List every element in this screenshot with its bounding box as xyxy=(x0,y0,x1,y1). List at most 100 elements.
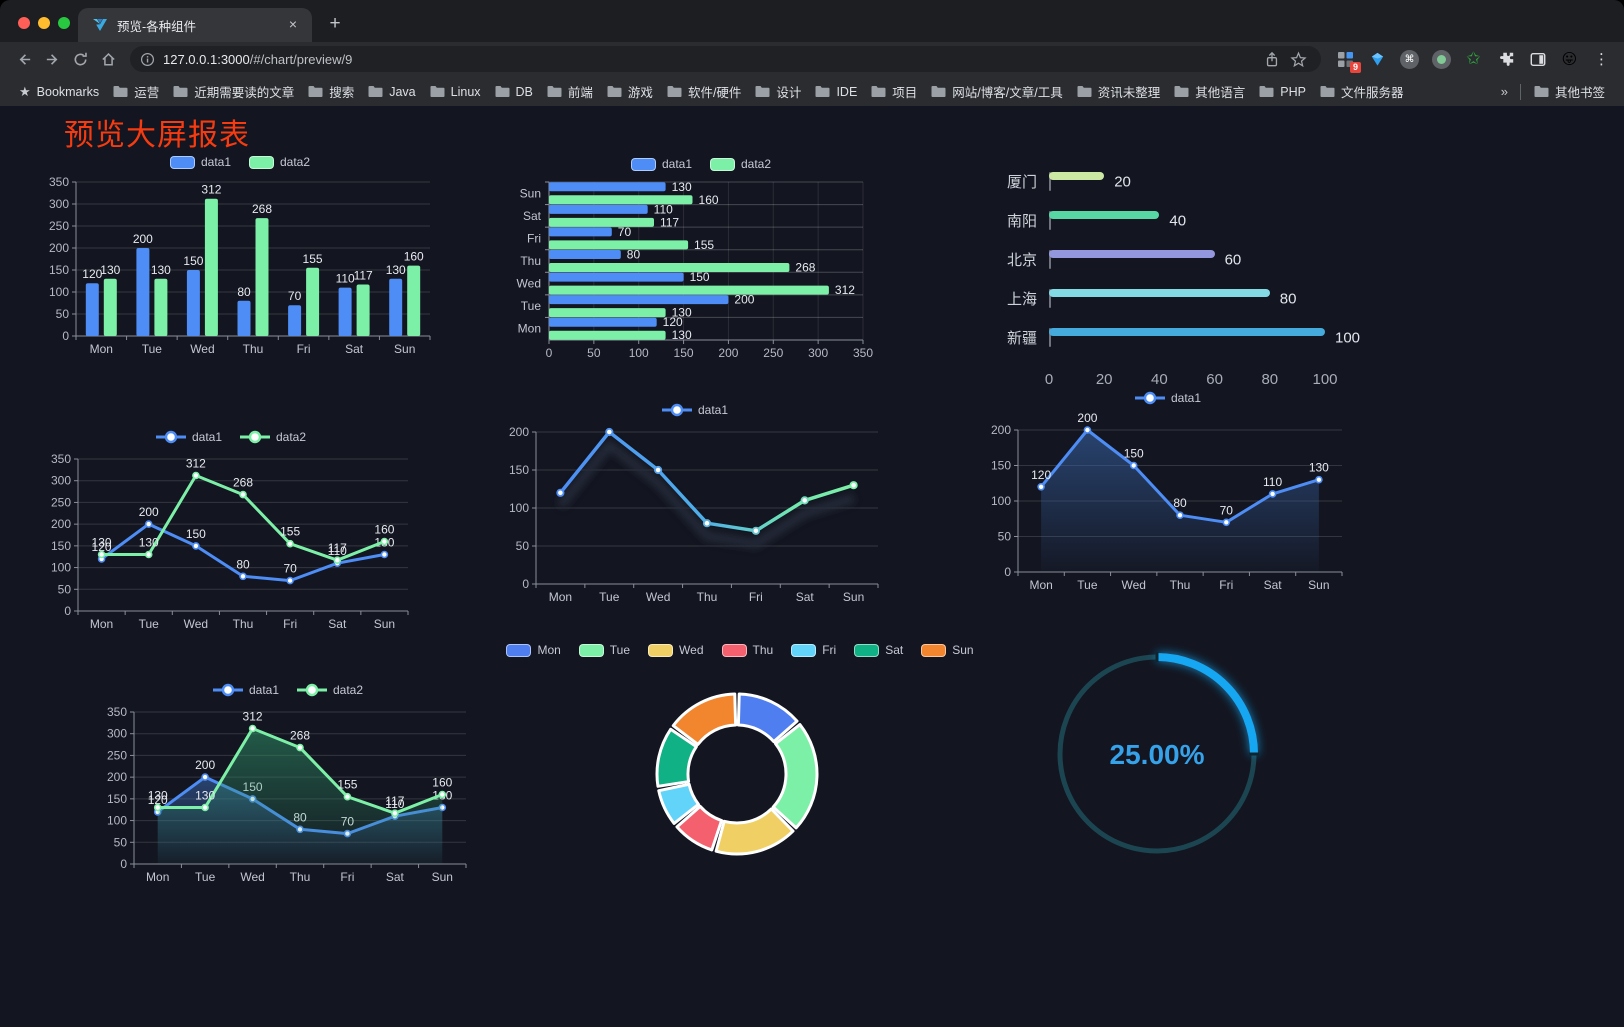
bookmark-folder-item[interactable]: 运营 xyxy=(106,79,166,104)
folder-icon xyxy=(1174,86,1189,97)
legend-item[interactable]: Wed xyxy=(648,643,704,657)
svg-text:100: 100 xyxy=(51,561,71,575)
legend-item[interactable]: data2 xyxy=(710,157,771,171)
svg-text:100: 100 xyxy=(49,285,69,299)
close-window-button[interactable] xyxy=(18,17,30,29)
bookmark-folder-item[interactable]: 近期需要读的文章 xyxy=(166,79,301,104)
chart-canvas[interactable]: 25.00% xyxy=(1022,636,1292,884)
bookmark-folder-item[interactable]: 游戏 xyxy=(600,79,660,104)
legend-item[interactable]: Sun xyxy=(921,643,974,657)
address-bar[interactable]: 127.0.0.1:3000/#/chart/preview/9 xyxy=(130,46,1321,72)
share-button[interactable] xyxy=(1259,47,1285,71)
bookmark-folder-item[interactable]: 资讯未整理 xyxy=(1070,79,1168,104)
legend-item[interactable]: Thu xyxy=(721,643,773,657)
chart-canvas[interactable]: 0 50 100 150 200 250 300 350 Mon Tue Wed Thu Fri Sat S… xyxy=(40,174,440,362)
bookmarks-bar: ★ Bookmarks 运营 近期需要读的文章 搜索 Java Linux DB 前端 游戏 软… xyxy=(0,76,1624,106)
legend-item[interactable]: data1 xyxy=(630,157,692,171)
svg-text:Wed: Wed xyxy=(1121,578,1145,592)
bookmark-this-tab-button[interactable] xyxy=(1285,47,1311,71)
bookmark-folder-item[interactable]: 文件服务器 xyxy=(1313,79,1411,104)
legend-line-marker-icon xyxy=(155,430,186,444)
bookmark-folder-item[interactable]: 网站/博客/文章/工具 xyxy=(924,79,1069,104)
legend-item[interactable]: data1 xyxy=(155,430,222,444)
extension-grid-button[interactable]: 9 xyxy=(1333,46,1361,73)
svg-text:Fri: Fri xyxy=(297,342,311,356)
bookmark-folder-item[interactable]: Linux xyxy=(423,82,488,102)
svg-text:130: 130 xyxy=(148,789,168,803)
bookmark-folder-item[interactable]: 其他语言 xyxy=(1167,79,1252,104)
other-bookmarks-folder[interactable]: 其他书签 xyxy=(1527,79,1612,104)
chart-canvas[interactable]: 0 50 100 150 200 Mon Tue Wed Thu Fri Sat Sun 120 200 1… xyxy=(982,410,1354,598)
progress-fill xyxy=(1049,288,1270,297)
command-extension-button[interactable]: ⌘ xyxy=(1397,46,1422,72)
chart-canvas[interactable]: 0 50 100 150 200 250 300 350 Mon Tue Wed Thu Fri Sat S… xyxy=(42,449,420,637)
legend-item[interactable]: Mon xyxy=(506,643,561,657)
legend-item[interactable]: data2 xyxy=(297,683,363,697)
legend-item[interactable]: Tue xyxy=(578,643,630,657)
tab-close-icon[interactable]: × xyxy=(288,16,298,32)
bookmark-folder-label: 搜索 xyxy=(329,86,355,100)
extensions-menu-button[interactable] xyxy=(1493,46,1518,72)
legend-swatch xyxy=(648,643,674,657)
active-tab[interactable]: 预览-各种组件 × xyxy=(78,8,312,42)
new-tab-button[interactable]: + xyxy=(329,13,341,34)
legend-label: data1 xyxy=(248,683,279,697)
bookmark-folder-item[interactable]: 前端 xyxy=(540,79,600,104)
bookmark-folder-item[interactable]: DB xyxy=(488,82,540,102)
bookmarks-manager-item[interactable]: ★ Bookmarks xyxy=(12,81,106,103)
chart-legend: data1 data2 xyxy=(40,150,440,174)
legend-item[interactable]: data1 xyxy=(169,155,231,169)
legend-item[interactable]: data1 xyxy=(212,683,279,697)
svg-text:Fri: Fri xyxy=(283,617,297,631)
bookmark-folder-item[interactable]: Java xyxy=(361,82,422,102)
legend-item[interactable]: Fri xyxy=(791,643,836,657)
bookmark-folder-item[interactable]: PHP xyxy=(1252,82,1313,102)
folder-icon xyxy=(368,86,383,97)
legend-item[interactable]: data2 xyxy=(249,155,310,169)
forward-button[interactable] xyxy=(38,45,66,73)
bookmark-folder-item[interactable]: IDE xyxy=(808,82,864,102)
svg-text:Tue: Tue xyxy=(142,342,163,356)
svg-text:Mon: Mon xyxy=(549,590,572,604)
legend-item[interactable]: data1 xyxy=(1134,391,1201,405)
chart-canvas[interactable] xyxy=(545,662,935,886)
progress-label: 厦门 xyxy=(1006,174,1037,191)
url-text[interactable]: 127.0.0.1:3000/#/chart/preview/9 xyxy=(163,52,1259,67)
profile-avatar[interactable]: 😛 xyxy=(1557,46,1582,72)
bookmark-folder-item[interactable]: 设计 xyxy=(748,79,808,104)
svg-text:Sun: Sun xyxy=(432,870,453,884)
chart-canvas[interactable]: 0 50 100 150 200 Mon Tue Wed Thu Fri Sat Sun xyxy=(500,422,890,610)
svg-text:117: 117 xyxy=(385,794,404,808)
legend-item[interactable]: data2 xyxy=(240,430,306,444)
legend-label: Sat xyxy=(885,643,904,657)
svg-text:250: 250 xyxy=(107,748,127,762)
reload-button[interactable] xyxy=(66,45,94,73)
svg-text:Thu: Thu xyxy=(290,870,311,884)
star-extension-button[interactable]: ✩ xyxy=(1461,46,1486,72)
site-info-icon[interactable] xyxy=(140,52,155,67)
folder-icon xyxy=(607,86,622,97)
folder-icon xyxy=(430,86,445,97)
legend-item[interactable]: data1 xyxy=(661,403,728,417)
devtools-extension-button[interactable] xyxy=(1365,46,1390,72)
chart-canvas[interactable]: 0 50 100 150 200 250 300 350 Mon Tue Wed Thu Fri Sat S… xyxy=(98,702,478,890)
svg-text:Sat: Sat xyxy=(523,209,542,223)
svg-text:70: 70 xyxy=(618,225,632,239)
home-button[interactable] xyxy=(94,45,122,73)
bookmarks-overflow-button[interactable]: » xyxy=(1500,84,1508,99)
progress-value: 40 xyxy=(1169,212,1187,229)
bookmark-folder-item[interactable]: 软件/硬件 xyxy=(660,79,748,104)
legend-item[interactable]: Sat xyxy=(854,643,903,657)
browser-menu-button[interactable]: ⋮ xyxy=(1589,46,1614,72)
legend-label: data2 xyxy=(333,683,364,697)
zoom-window-button[interactable] xyxy=(58,17,70,29)
side-panel-button[interactable] xyxy=(1525,46,1550,72)
bookmark-folder-label: IDE xyxy=(836,84,858,99)
recorder-extension-button[interactable] xyxy=(1429,46,1454,72)
horizontal-bar-chart: data1 data2 0 50 100 150 200 250 300 350 Sun 130 160… xyxy=(505,152,897,366)
bookmark-folder-item[interactable]: 项目 xyxy=(864,79,924,104)
bookmark-folder-item[interactable]: 搜索 xyxy=(301,79,361,104)
back-button[interactable] xyxy=(10,45,38,73)
minimize-window-button[interactable] xyxy=(38,17,50,29)
